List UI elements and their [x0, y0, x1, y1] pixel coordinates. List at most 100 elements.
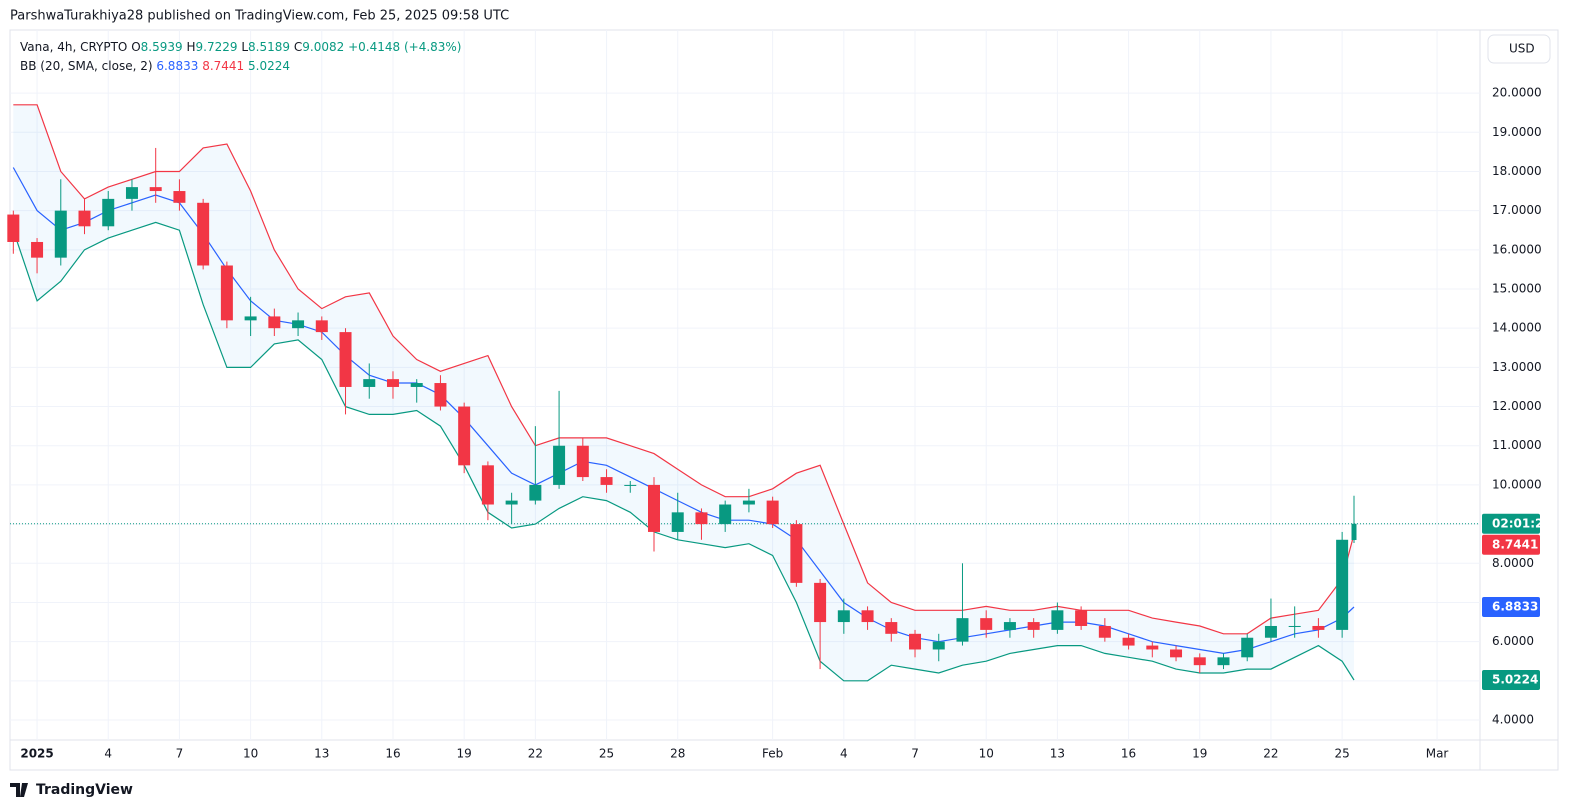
candle-body	[149, 187, 162, 192]
x-tick-label: 13	[314, 747, 329, 761]
y-tick-label: 13.0000	[1492, 360, 1542, 374]
band-line	[12, 221, 1355, 682]
x-tick-label: 10	[979, 747, 994, 761]
x-tick-label: 28	[670, 747, 685, 761]
x-tick-label: 25	[599, 747, 614, 761]
candle-body	[481, 465, 494, 505]
y-tick-label: 8.0000	[1492, 556, 1534, 570]
indicator-value: 6.8833	[156, 59, 198, 73]
candle-body	[268, 316, 281, 329]
y-tick-label: 15.0000	[1492, 282, 1542, 296]
candle-body	[7, 214, 20, 242]
indicator-value: 5.0224	[248, 59, 290, 73]
candle-body	[1336, 539, 1349, 630]
candle-body	[1098, 625, 1111, 638]
candle-body	[576, 445, 589, 478]
logo: TradingView	[10, 782, 133, 798]
price-tag	[1482, 513, 1540, 534]
x-tick-label: 4	[840, 747, 848, 761]
candle-body	[956, 618, 969, 642]
x-tick-label: 7	[911, 747, 919, 761]
candle-body	[1351, 523, 1357, 541]
candle-body	[742, 500, 755, 505]
candle-body	[410, 383, 423, 387]
candle-body	[909, 633, 922, 650]
candle-body	[790, 524, 803, 583]
ohlc-value: 8.5189	[248, 40, 290, 54]
x-tick-label: 25	[1334, 747, 1349, 761]
price-tag-label: 6.8833	[1492, 600, 1538, 614]
candle-body	[600, 477, 613, 485]
x-tick-label: 10	[243, 747, 258, 761]
y-tick-label: 14.0000	[1492, 321, 1542, 335]
x-tick-label: 22	[528, 747, 543, 761]
candle-body	[315, 320, 328, 333]
frame	[9, 29, 1559, 771]
legend-line: Vana, 4h, CRYPTO O8.5939 H9.7229 L8.5189…	[20, 40, 462, 54]
x-tick-label: 7	[176, 747, 184, 761]
y-tick-label: 10.0000	[1492, 477, 1542, 491]
candle-body	[386, 379, 399, 387]
ohlc-value: 9.7229	[196, 40, 238, 54]
logo-text: TradingView	[36, 782, 133, 798]
candle-body	[1241, 637, 1254, 658]
ohlc-value: 9.0082	[302, 40, 344, 54]
candle-body	[173, 191, 186, 203]
candle-body	[363, 379, 376, 387]
x-tick-label: 19	[1192, 747, 1207, 761]
x-tick-label: Mar	[1426, 747, 1449, 761]
candle-body	[434, 383, 447, 407]
y-tick-label: 20.0000	[1492, 86, 1542, 100]
x-tick-label: 16	[385, 747, 400, 761]
y-tick-label: 11.0000	[1492, 438, 1542, 452]
y-tick-label: 17.0000	[1492, 203, 1542, 217]
ohlc-label: C	[294, 40, 302, 54]
indicator-value: 8.7441	[202, 59, 244, 73]
price-tag	[1482, 669, 1540, 690]
candle-body	[980, 618, 993, 630]
candle-body	[339, 332, 352, 387]
symbol: Vana, 4h, CRYPTO	[20, 40, 127, 54]
candle-body	[719, 504, 732, 525]
y-tick-label: 6.0000	[1492, 634, 1534, 648]
band-line	[12, 167, 1355, 655]
candle-body	[78, 210, 91, 227]
currency[interactable]: USD	[1509, 42, 1535, 56]
candle-body	[671, 512, 684, 532]
price-tag-label: 5.0224	[1492, 672, 1538, 686]
candle-body	[1217, 657, 1230, 666]
price-tag	[1482, 534, 1540, 555]
x-tick-label: 4	[104, 747, 112, 761]
x-tick-label: Feb	[762, 747, 783, 761]
candle-body	[458, 406, 471, 466]
currency-button[interactable]	[1487, 34, 1551, 64]
candle-body	[837, 610, 850, 623]
x-tick-label: 16	[1121, 747, 1136, 761]
candle-body	[1170, 649, 1183, 658]
candle-body	[1051, 610, 1064, 630]
ohlc-label: O	[131, 40, 140, 54]
candle-body	[197, 202, 210, 266]
candle-body	[624, 484, 637, 486]
candle-body	[1264, 625, 1277, 638]
y-tick-label: 19.0000	[1492, 125, 1542, 139]
price-tag	[1482, 597, 1540, 618]
price-tag-label: 02:01:28	[1492, 516, 1552, 530]
logo-icon	[10, 783, 28, 797]
candle-body	[220, 265, 233, 321]
change: +0.4148 (+4.83%)	[348, 40, 461, 54]
candle-body	[292, 320, 305, 329]
candle-body	[695, 512, 708, 525]
x-tick-label: 13	[1050, 747, 1065, 761]
candle-body	[1146, 645, 1159, 650]
candle-body	[1312, 625, 1325, 630]
candle-body	[1003, 622, 1016, 630]
candle-body	[529, 484, 542, 501]
candle-body	[861, 610, 874, 623]
candle-body	[766, 500, 779, 525]
candle-body	[102, 198, 115, 227]
price-tag-label: 8.7441	[1492, 537, 1538, 551]
y-tick-label: 12.0000	[1492, 399, 1542, 413]
